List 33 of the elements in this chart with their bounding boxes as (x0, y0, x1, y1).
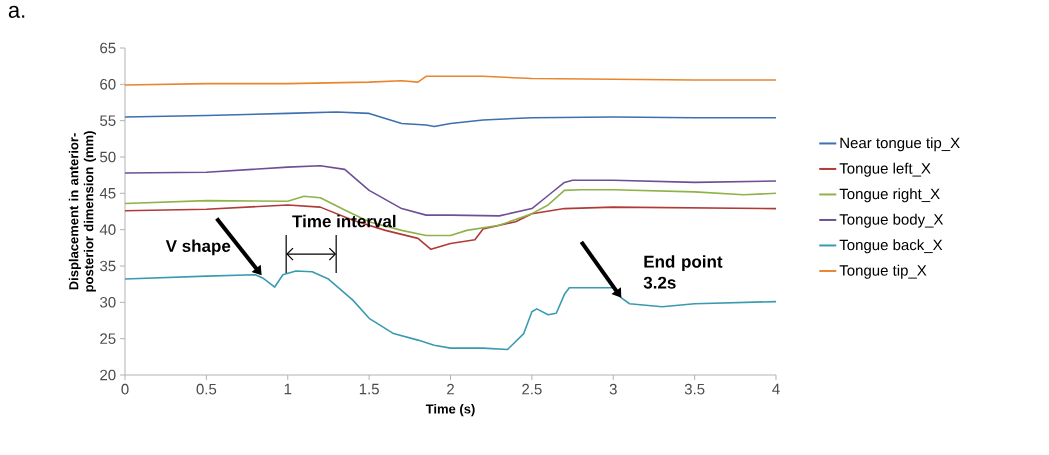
x-tick-label: 4 (772, 383, 780, 395)
x-tick-label: 0 (121, 383, 129, 395)
y-tick-label: 55 (100, 115, 116, 126)
y-tick-label: 30 (100, 297, 116, 308)
annotation: End point 3.2s (643, 255, 723, 289)
y-tick-label: 60 (100, 79, 116, 90)
x-tick-label: 3 (609, 383, 617, 395)
legend-label: Near tongue tip_X (840, 137, 960, 152)
legend-label: Tongue right_X (839, 188, 940, 203)
y-axis-title: Displacement in anterior-posterior dimension (mm) (68, 131, 96, 292)
y-tick-label: 25 (100, 333, 116, 344)
chart-title: a. (8, 5, 25, 18)
x-tick-label: 2.5 (522, 383, 542, 395)
legend-label: Tongue tip_X (839, 264, 927, 279)
legend-label: Tongue left_X (839, 162, 931, 177)
annotation: V shape (165, 239, 231, 256)
line-series (124, 75, 777, 86)
x-tick-label: 1 (284, 383, 292, 395)
x-axis-title: Time (s) (425, 404, 475, 417)
y-tick-label: 20 (100, 369, 116, 381)
y-tick-label: 40 (99, 224, 116, 235)
y-tick-label: 35 (100, 260, 116, 272)
x-tick-label: 2 (447, 383, 454, 395)
y-tick-label: 65 (100, 42, 116, 54)
legend-label: Tongue body_X (839, 213, 944, 228)
line-series (124, 111, 777, 128)
y-tick-label: 50 (100, 151, 116, 163)
x-tick-label: 1.5 (359, 383, 379, 395)
x-tick-label: 3.5 (684, 383, 705, 395)
line-series (124, 188, 777, 237)
y-tick-label: 45 (99, 188, 116, 199)
legend-label: Tongue back_X (839, 239, 943, 254)
x-tick-label: 0.5 (196, 383, 217, 395)
